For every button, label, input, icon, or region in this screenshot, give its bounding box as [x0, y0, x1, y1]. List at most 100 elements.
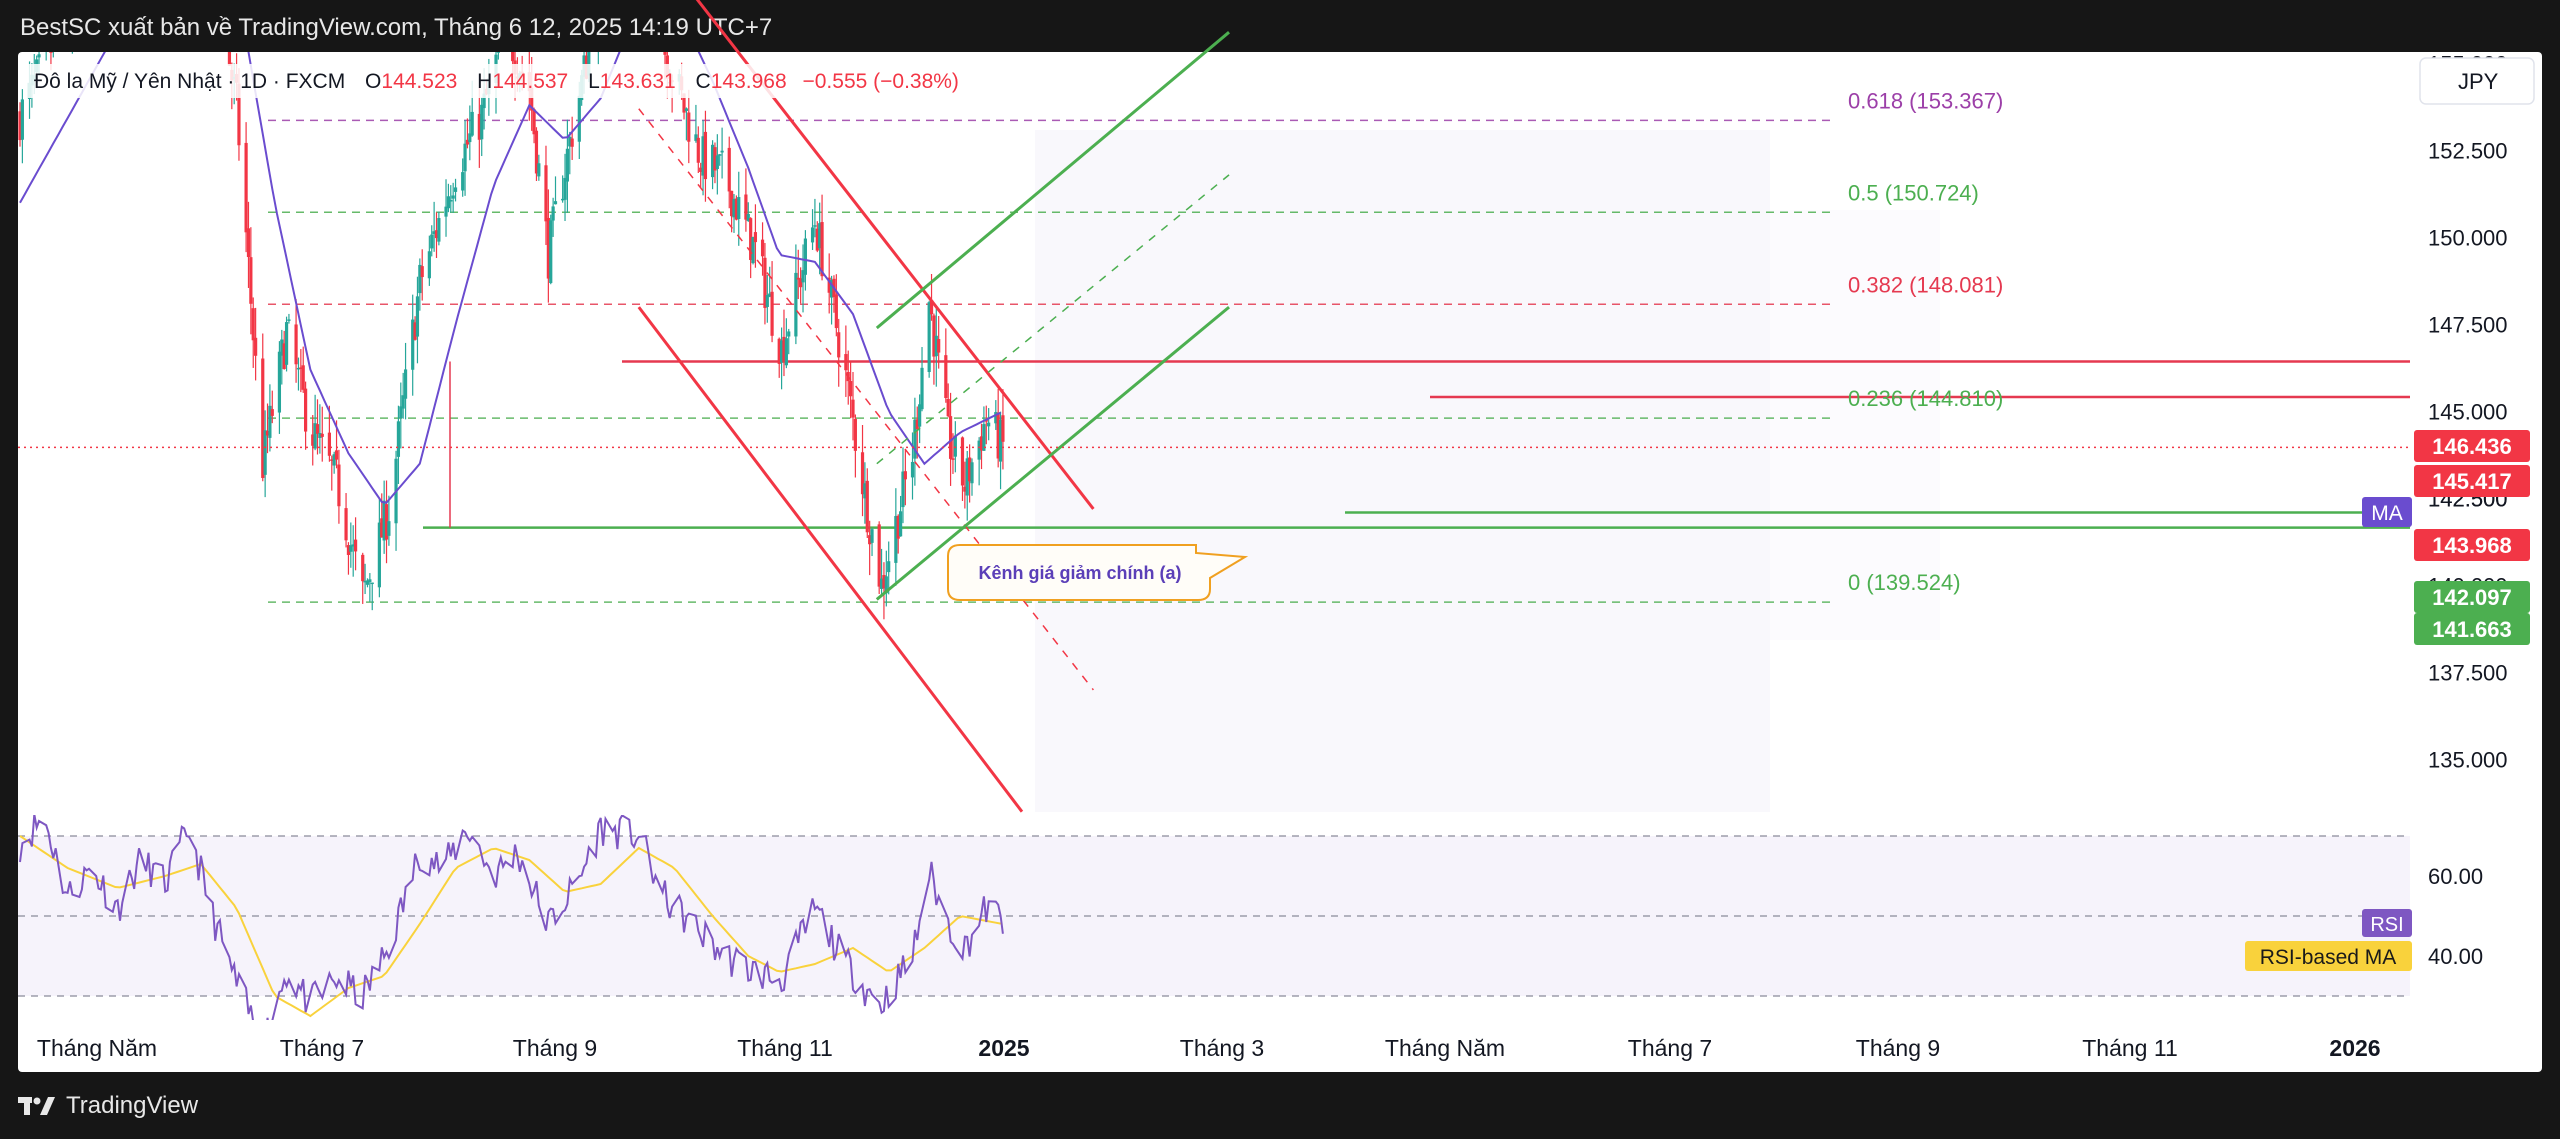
candle-body	[261, 358, 265, 478]
candle	[744, 168, 748, 232]
candle-body	[401, 395, 405, 409]
candle	[332, 451, 336, 474]
candle-body	[437, 218, 441, 242]
callout-text: Kênh giá giảm chính (a)	[978, 563, 1181, 583]
candle	[549, 214, 553, 285]
tradingview-brand[interactable]: TradingView	[18, 1092, 198, 1120]
candle	[684, 107, 688, 141]
candle	[368, 573, 372, 603]
candle	[699, 162, 703, 188]
candle	[511, 52, 515, 75]
candle	[749, 217, 753, 279]
candle	[121, 0, 124, 32]
candle	[568, 131, 572, 175]
candle-body	[877, 524, 881, 587]
candle	[45, 52, 47, 61]
candle-body	[320, 433, 324, 437]
candle	[216, 0, 219, 7]
time-axis[interactable]: Tháng Năm Tháng 7 Tháng 9 Tháng 11 2025 Tháng…	[37, 1035, 2381, 1061]
candle	[299, 349, 303, 393]
candle-body	[80, 0, 83, 10]
candle-body	[951, 458, 955, 460]
candle-body	[827, 277, 831, 293]
candle-body	[327, 432, 331, 456]
candle-body	[696, 137, 700, 163]
candle-body	[977, 440, 981, 460]
candle	[915, 406, 919, 459]
currency-button[interactable]: JPY	[2419, 57, 2535, 105]
candle-body	[760, 239, 765, 257]
candle	[844, 325, 848, 397]
candle-body	[470, 111, 474, 136]
ascending-channel-upper	[875, 31, 1231, 330]
candle-body	[968, 457, 972, 482]
candle-body	[411, 319, 415, 370]
candle-body	[444, 206, 448, 217]
candle	[282, 330, 286, 370]
descending-channel-fill	[1035, 130, 1770, 812]
candle	[604, 4, 607, 22]
candle	[251, 297, 255, 368]
candle	[649, 0, 652, 17]
candle-body	[52, 33, 55, 49]
candle-body	[918, 404, 922, 427]
candle	[218, 0, 221, 39]
candle	[834, 274, 838, 337]
candle	[537, 154, 541, 181]
candle	[261, 333, 265, 482]
candle	[270, 390, 274, 424]
candle-body	[263, 430, 267, 475]
candle	[768, 266, 772, 298]
candle-body	[551, 206, 555, 221]
candle	[97, 0, 100, 33]
candle	[430, 225, 434, 257]
candle	[944, 328, 948, 403]
candle-body	[920, 367, 924, 410]
legend-h-label: H	[477, 70, 492, 93]
candle-body	[720, 150, 724, 153]
candle-body	[815, 228, 819, 251]
candle	[284, 316, 289, 372]
candle-body	[787, 331, 791, 337]
candle-body	[221, 15, 224, 19]
candle	[751, 236, 755, 265]
candle-body	[530, 87, 534, 111]
candle	[99, 0, 102, 29]
candle-body	[927, 302, 931, 373]
channel-callout[interactable]: Kênh giá giảm chính (a)	[947, 544, 1249, 601]
candle	[499, 23, 502, 40]
price-label-bg	[2414, 465, 2530, 497]
legend-o-value: 144.523	[381, 70, 457, 93]
candle-body	[934, 335, 938, 357]
time-tick: Tháng 11	[2082, 1035, 2177, 1061]
price-axis[interactable]: 157.500155.000152.500150.000147.500145.0…	[2428, 0, 2508, 773]
candle-body	[430, 234, 434, 249]
candle-body	[413, 322, 417, 340]
fibonacci-labels: 0.786 (157.131)0.618 (153.367)0.5 (150.7…	[1848, 88, 2003, 595]
candle	[346, 542, 351, 575]
candle-body	[996, 412, 1000, 459]
candle-body	[534, 130, 539, 174]
candle	[813, 198, 817, 238]
candle-body	[853, 418, 857, 451]
candle-body	[753, 232, 758, 243]
candle-body	[694, 134, 698, 141]
candle-body	[47, 38, 50, 41]
candle	[651, 0, 654, 44]
candle-body	[361, 554, 365, 582]
price-tick: 147.500	[2428, 313, 2508, 338]
candle	[137, 0, 140, 21]
candle	[860, 424, 865, 517]
candle-body	[296, 367, 301, 370]
candle-body	[465, 139, 470, 145]
candle-body	[910, 461, 915, 478]
candle	[437, 211, 441, 246]
rsi-tick: 40.00	[2428, 944, 2483, 969]
candle-body	[982, 424, 986, 451]
candle	[713, 142, 717, 184]
candle	[83, 0, 86, 19]
candle-body	[61, 12, 64, 41]
candle	[413, 316, 417, 341]
candle-body	[387, 521, 391, 536]
